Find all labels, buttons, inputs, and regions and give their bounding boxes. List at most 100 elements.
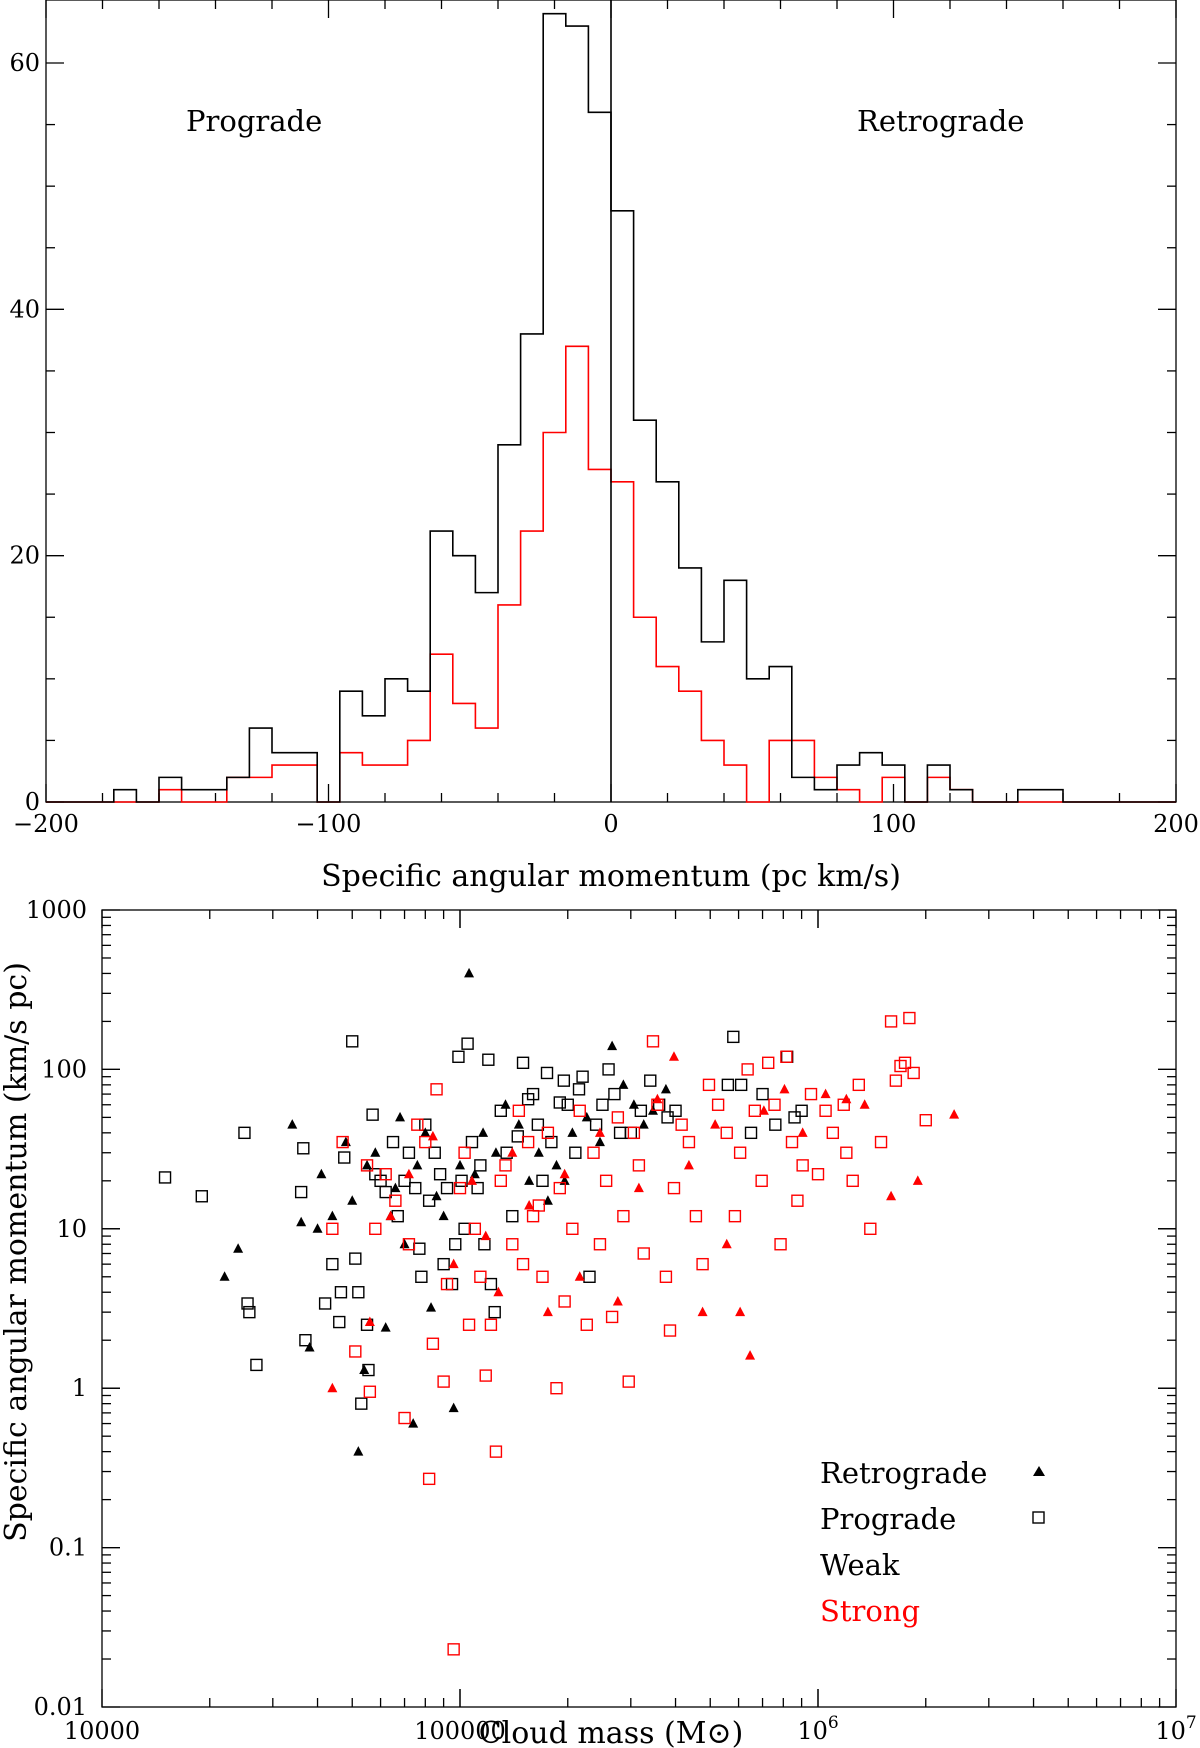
data-point [689,1209,703,1223]
data-point [768,1098,781,1111]
data-point [195,1190,208,1203]
data-point [596,1098,609,1111]
data-point [661,1111,674,1124]
data-point [541,1126,555,1140]
scatter-y-tick-labels: 0.01 0.1 1 10 100 1000 [26,896,87,1721]
data-point [796,1159,809,1172]
data-point [494,1104,507,1117]
data-point [756,1087,769,1101]
data-point [613,1126,627,1140]
data-point [360,1159,374,1172]
y-tick-label: 60 [9,49,40,77]
data-point [558,1295,571,1308]
data-point [403,1168,414,1179]
data-point [536,1174,549,1188]
data-point [755,1174,768,1188]
data-point [874,1135,888,1149]
legend-strong-label: Strong [820,1594,920,1628]
data-point [627,1126,641,1140]
data-point [581,1111,592,1122]
data-point [334,1286,348,1299]
data-point [634,1104,648,1117]
data-point [524,1175,535,1185]
data-point [299,1334,312,1347]
legend: Retrograde Prograde Weak Strong [820,1456,1045,1628]
data-point [646,1035,660,1048]
data-point [907,1066,920,1080]
y-tick-label: 1 [72,1374,87,1402]
data-point [542,1306,553,1317]
data-point [735,1306,746,1317]
scatter-points [158,967,960,1656]
data-point [461,1037,474,1050]
histogram-panel: −200 −100 0 100 200 0 20 40 60 Prograde Retrogr… [9,0,1199,894]
data-point [430,1083,443,1096]
data-point [326,1222,339,1236]
data-point [380,1322,391,1332]
data-point [349,1345,362,1358]
data-point [338,1151,351,1164]
data-point [536,1270,549,1283]
data-point [464,967,475,978]
data-point [624,1126,638,1140]
data-point [819,1104,832,1117]
data-point [297,1142,310,1155]
y-tick-label: 20 [9,542,40,570]
data-point [617,1209,630,1223]
data-point [480,1230,491,1241]
data-point [599,1174,613,1188]
data-point [521,1135,535,1149]
data-point [608,1087,621,1101]
data-point [389,1194,402,1207]
data-point [386,1135,400,1149]
data-point [569,1146,582,1159]
data-point [594,1127,605,1137]
data-point [561,1098,574,1111]
data-point [233,1243,244,1253]
data-point [785,1135,799,1149]
data-point [675,1118,688,1131]
data-point [415,1270,428,1283]
data-point [884,1015,898,1028]
series-strong-prograde [326,1011,932,1656]
data-point [506,1238,519,1251]
histogram-x-axis-label: Specific angular momentum (pc km/s) [321,859,901,894]
data-point [363,1385,377,1398]
data-point [412,1159,423,1170]
data-point [243,1305,256,1319]
data-point [526,1087,540,1101]
data-point [507,1147,518,1157]
data-point [312,1223,323,1233]
data-point [728,1209,742,1223]
retrograde-annotation: Retrograde [857,104,1024,138]
data-point [589,1118,603,1131]
data-point [572,1083,586,1096]
data-point [359,1364,370,1375]
data-point [622,1375,635,1388]
data-point [438,1210,449,1221]
data-point [327,1210,338,1221]
data-point [366,1108,379,1121]
data-point [431,1190,442,1201]
data-point [632,1159,646,1172]
data-point [437,1375,450,1388]
data-point [449,1238,462,1251]
series-weak-prograde [158,1030,808,1410]
x-tick-label: 0 [603,810,618,838]
data-point [557,1074,571,1087]
data-point [513,1119,524,1129]
data-point [903,1011,916,1025]
data-point [574,1271,585,1281]
data-point [466,1175,477,1185]
data-point [797,1127,808,1137]
data-point [490,1147,501,1157]
data-point [427,1130,438,1141]
data-point [316,1168,327,1179]
data-point [733,1146,747,1159]
data-point [593,1238,607,1251]
data-point [512,1104,526,1117]
data-point [652,1093,663,1104]
data-point [469,1168,480,1179]
data-point [500,1099,511,1109]
data-point [912,1175,923,1185]
